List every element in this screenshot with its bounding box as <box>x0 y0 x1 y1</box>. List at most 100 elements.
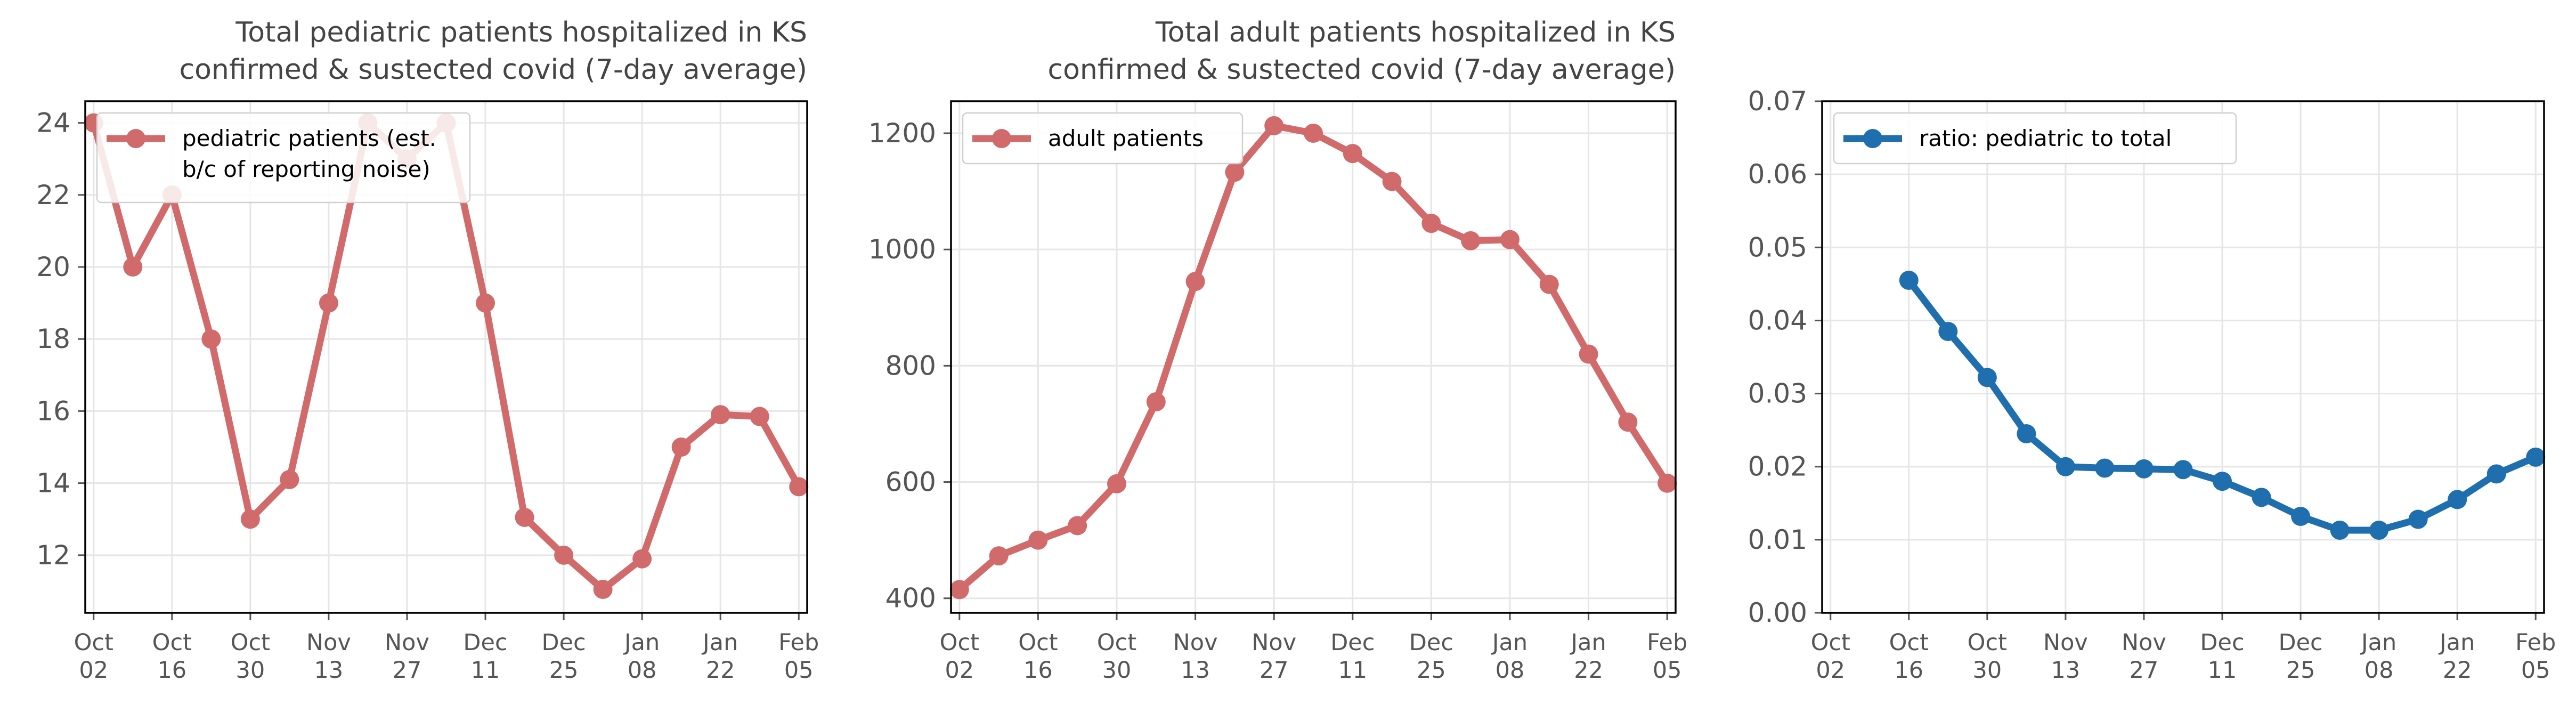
data-point <box>2095 458 2115 478</box>
data-point <box>593 580 613 599</box>
y-tick-label: 0.07 <box>1748 86 1807 117</box>
y-tick-label: 800 <box>885 350 936 381</box>
x-tick-label-day: 13 <box>314 657 344 684</box>
legend-box <box>96 112 471 204</box>
x-tick-label-day: 22 <box>2443 657 2472 684</box>
data-point <box>632 549 652 569</box>
x-tick-label-month: Oct <box>1811 629 1850 656</box>
x-tick-label-month: Oct <box>1968 629 2007 656</box>
x-tick-label-day: 27 <box>1259 657 1289 684</box>
x-tick-label-day: 30 <box>1973 657 2002 684</box>
data-point <box>2252 488 2271 507</box>
data-point <box>2055 457 2075 476</box>
data-point <box>1977 368 1997 387</box>
data-point <box>671 437 691 457</box>
x-tick-label-day: 25 <box>549 657 579 684</box>
chart-panel-2: Total adult patients hospitalized in KS c… <box>868 17 1688 684</box>
x-tick-label-day: 05 <box>1653 657 1682 684</box>
x-tick-label-month: Nov <box>1173 629 1218 656</box>
x-tick-label-month: Jan <box>1569 629 1606 656</box>
x-tick-label-day: 22 <box>706 657 735 684</box>
y-tick-label: 1200 <box>868 118 936 149</box>
data-point <box>2291 506 2311 526</box>
data-point <box>1579 344 1598 364</box>
legend-label: pediatric patients (est. <box>182 125 436 151</box>
data-point <box>2369 521 2389 540</box>
series-line <box>956 122 1671 593</box>
x-tick-label-day: 05 <box>784 657 814 684</box>
data-point <box>1304 124 1323 143</box>
x-tick-label-month: Dec <box>1330 629 1375 656</box>
data-point <box>240 509 260 529</box>
x-tick-label-day: 16 <box>1023 657 1053 684</box>
y-tick-label: 1000 <box>868 234 936 265</box>
x-tick-label-day: 16 <box>157 657 186 684</box>
plot-frame <box>84 100 808 614</box>
y-tick-label: 20 <box>36 252 70 282</box>
x-tick-label-month: Jan <box>2360 629 2396 656</box>
y-tick-label: 22 <box>36 180 70 210</box>
x-tick-label-day: 08 <box>628 657 657 684</box>
data-point <box>1225 163 1245 182</box>
x-tick-label-day: 16 <box>1894 657 1923 684</box>
x-tick-label-month: Feb <box>1647 629 1687 656</box>
data-point <box>1657 473 1677 493</box>
data-point <box>711 405 730 425</box>
x-tick-label-month: Feb <box>778 629 819 656</box>
x-tick-label-day: 27 <box>2130 657 2159 684</box>
x-tick-label-month: Nov <box>385 629 429 656</box>
data-point <box>1899 271 1919 290</box>
y-tick-label: 18 <box>36 323 70 354</box>
data-point <box>2448 490 2467 509</box>
data-point <box>1343 144 1362 164</box>
legend-label: ratio: pediatric to total <box>1919 125 2172 151</box>
data-point <box>1618 412 1638 432</box>
data-point <box>1107 474 1127 493</box>
x-tick-label-day: 02 <box>1816 657 1845 684</box>
x-tick-label-month: Oct <box>152 629 192 656</box>
chart-title-line-1: Total adult patients hospitalized in KS <box>1155 17 1676 48</box>
data-point <box>1146 392 1166 411</box>
legend-label: b/c of reporting noise) <box>182 156 430 182</box>
data-point <box>2017 424 2036 443</box>
chart-title-line-2: confirmed & sustected covid (7-day avera… <box>1047 54 1676 86</box>
legend-box <box>962 112 1244 165</box>
data-point <box>554 545 574 565</box>
x-tick-label-month: Oct <box>1018 629 1058 656</box>
x-tick-label-month: Oct <box>940 629 979 656</box>
data-point <box>2330 521 2350 540</box>
data-point <box>2213 472 2232 491</box>
x-tick-label-month: Oct <box>231 629 270 656</box>
x-tick-label-month: Jan <box>1491 629 1527 656</box>
x-tick-label-day: 30 <box>1102 657 1132 684</box>
x-tick-label-day: 13 <box>2051 657 2081 684</box>
data-point <box>476 293 495 313</box>
y-tick-label: 0.06 <box>1748 159 1807 190</box>
data-point <box>1185 272 1205 291</box>
data-point <box>2408 509 2428 529</box>
data-point <box>1382 172 1402 191</box>
data-point <box>2173 460 2193 480</box>
legend: pediatric patients (est. b/c of reporting… <box>96 112 471 204</box>
x-tick-label-month: Jan <box>2438 629 2475 656</box>
data-point <box>515 507 534 527</box>
x-tick-label-day: 25 <box>1417 657 1446 684</box>
x-tick-label-day: 02 <box>945 657 974 684</box>
legend-label: adult patients <box>1048 125 1204 151</box>
y-tick-label: 12 <box>36 540 70 571</box>
data-point <box>1461 231 1481 250</box>
x-tick-label-day: 22 <box>1574 657 1603 684</box>
legend-marker <box>1863 129 1882 148</box>
x-tick-label-month: Oct <box>1097 629 1136 656</box>
data-point <box>201 329 221 349</box>
x-tick-label-day: 11 <box>1338 657 1367 684</box>
data-point <box>2134 459 2154 479</box>
chart-title-line-2: confirmed & sustected covid (7-day avera… <box>179 54 807 86</box>
x-tick-label-month: Dec <box>1409 629 1453 656</box>
y-tick-label: 0.02 <box>1748 451 1807 482</box>
legend: ratio: pediatric to total <box>1833 112 2237 165</box>
chart-panel-1: Total pediatric patients hospitalized in… <box>36 17 819 684</box>
x-tick-label-month: Feb <box>2515 629 2556 656</box>
data-point <box>989 546 1009 566</box>
y-tick-label: 0.05 <box>1748 232 1807 263</box>
